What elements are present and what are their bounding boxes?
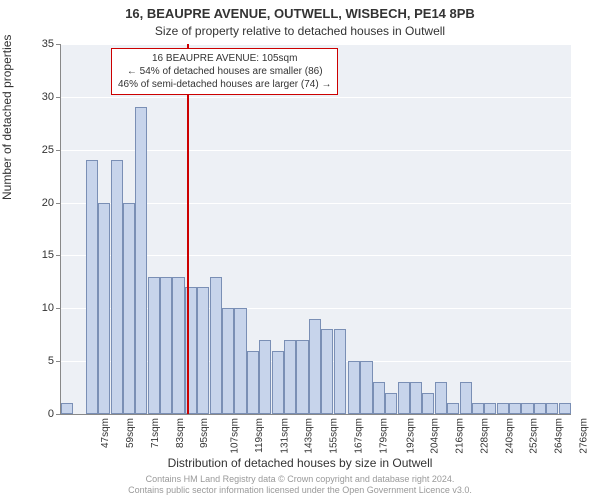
annotation-line1: 16 BEAUPRE AVENUE: 105sqm — [118, 52, 331, 65]
bar — [247, 351, 259, 414]
footnote-line2: Contains public sector information licen… — [128, 485, 472, 495]
bar — [360, 361, 372, 414]
gridline-h — [61, 44, 571, 45]
xtick-label: 240sqm — [504, 418, 515, 454]
xtick-label: 228sqm — [479, 418, 490, 454]
xtick-label: 276sqm — [579, 418, 590, 454]
bar — [111, 160, 123, 414]
gridline-h — [61, 97, 571, 98]
annotation-box: 16 BEAUPRE AVENUE: 105sqm ← 54% of detac… — [111, 48, 338, 95]
chart-title-main: 16, BEAUPRE AVENUE, OUTWELL, WISBECH, PE… — [0, 6, 600, 21]
bar — [509, 403, 521, 414]
xtick-label: 264sqm — [554, 418, 565, 454]
xtick-label: 95sqm — [199, 418, 210, 448]
bar — [272, 351, 284, 414]
xtick-label: 107sqm — [230, 418, 241, 454]
bar — [123, 203, 135, 414]
bar — [521, 403, 533, 414]
bar — [497, 403, 509, 414]
xtick-label: 119sqm — [254, 418, 265, 453]
annotation-line3: 46% of semi-detached houses are larger (… — [118, 78, 331, 91]
bar — [559, 403, 571, 414]
xtick-label: 83sqm — [175, 418, 186, 448]
bar — [460, 382, 472, 414]
bar — [373, 382, 385, 414]
ytick-label: 10 — [24, 302, 54, 314]
bar — [222, 308, 234, 414]
bar — [296, 340, 308, 414]
xtick-label: 192sqm — [405, 418, 416, 454]
bar — [210, 277, 222, 414]
ytick-label: 5 — [24, 355, 54, 367]
bar — [61, 403, 73, 414]
ytick-mark — [56, 255, 60, 256]
bar — [86, 160, 98, 414]
ytick-mark — [56, 150, 60, 151]
reference-line — [187, 44, 189, 414]
xtick-label: 131sqm — [279, 418, 290, 454]
bar — [135, 107, 147, 414]
xtick-label: 252sqm — [529, 418, 540, 454]
bar — [534, 403, 546, 414]
bar — [348, 361, 360, 414]
bar — [259, 340, 271, 414]
xtick-label: 167sqm — [354, 418, 365, 454]
bar — [309, 319, 321, 414]
ytick-mark — [56, 308, 60, 309]
ytick-mark — [56, 44, 60, 45]
xtick-label: 204sqm — [430, 418, 441, 454]
plot-area: 16 BEAUPRE AVENUE: 105sqm ← 54% of detac… — [60, 44, 571, 415]
bar — [385, 393, 397, 414]
ytick-label: 30 — [24, 91, 54, 103]
bar — [321, 329, 333, 414]
bar — [98, 203, 110, 414]
xtick-label: 155sqm — [329, 418, 340, 454]
xtick-label: 47sqm — [100, 418, 111, 448]
bar — [160, 277, 172, 414]
xtick-label: 71sqm — [150, 418, 161, 448]
bar — [422, 393, 434, 414]
ytick-label: 35 — [24, 38, 54, 50]
ytick-mark — [56, 414, 60, 415]
bar — [197, 287, 209, 414]
bar — [435, 382, 447, 414]
bar — [234, 308, 246, 414]
bar — [148, 277, 160, 414]
ytick-mark — [56, 97, 60, 98]
xtick-label: 59sqm — [125, 418, 136, 448]
footnote-line1: Contains HM Land Registry data © Crown c… — [146, 474, 455, 484]
ytick-mark — [56, 361, 60, 362]
bar — [172, 277, 184, 414]
ytick-label: 15 — [24, 249, 54, 261]
annotation-line2: ← 54% of detached houses are smaller (86… — [118, 65, 331, 78]
x-axis-label: Distribution of detached houses by size … — [0, 456, 600, 470]
bar — [447, 403, 459, 414]
bar — [284, 340, 296, 414]
bar — [472, 403, 484, 414]
bar — [410, 382, 422, 414]
bar — [334, 329, 346, 414]
bar — [484, 403, 496, 414]
ytick-label: 0 — [24, 408, 54, 420]
ytick-label: 20 — [24, 197, 54, 209]
footnote: Contains HM Land Registry data © Crown c… — [0, 474, 600, 496]
xtick-label: 216sqm — [455, 418, 466, 454]
y-axis-label: Number of detached properties — [0, 35, 14, 200]
chart-title-sub: Size of property relative to detached ho… — [0, 24, 600, 38]
xtick-label: 179sqm — [378, 418, 389, 454]
ytick-mark — [56, 203, 60, 204]
xtick-label: 143sqm — [304, 418, 315, 454]
ytick-label: 25 — [24, 144, 54, 156]
bar — [546, 403, 558, 414]
bar — [398, 382, 410, 414]
chart-container: 16, BEAUPRE AVENUE, OUTWELL, WISBECH, PE… — [0, 0, 600, 500]
